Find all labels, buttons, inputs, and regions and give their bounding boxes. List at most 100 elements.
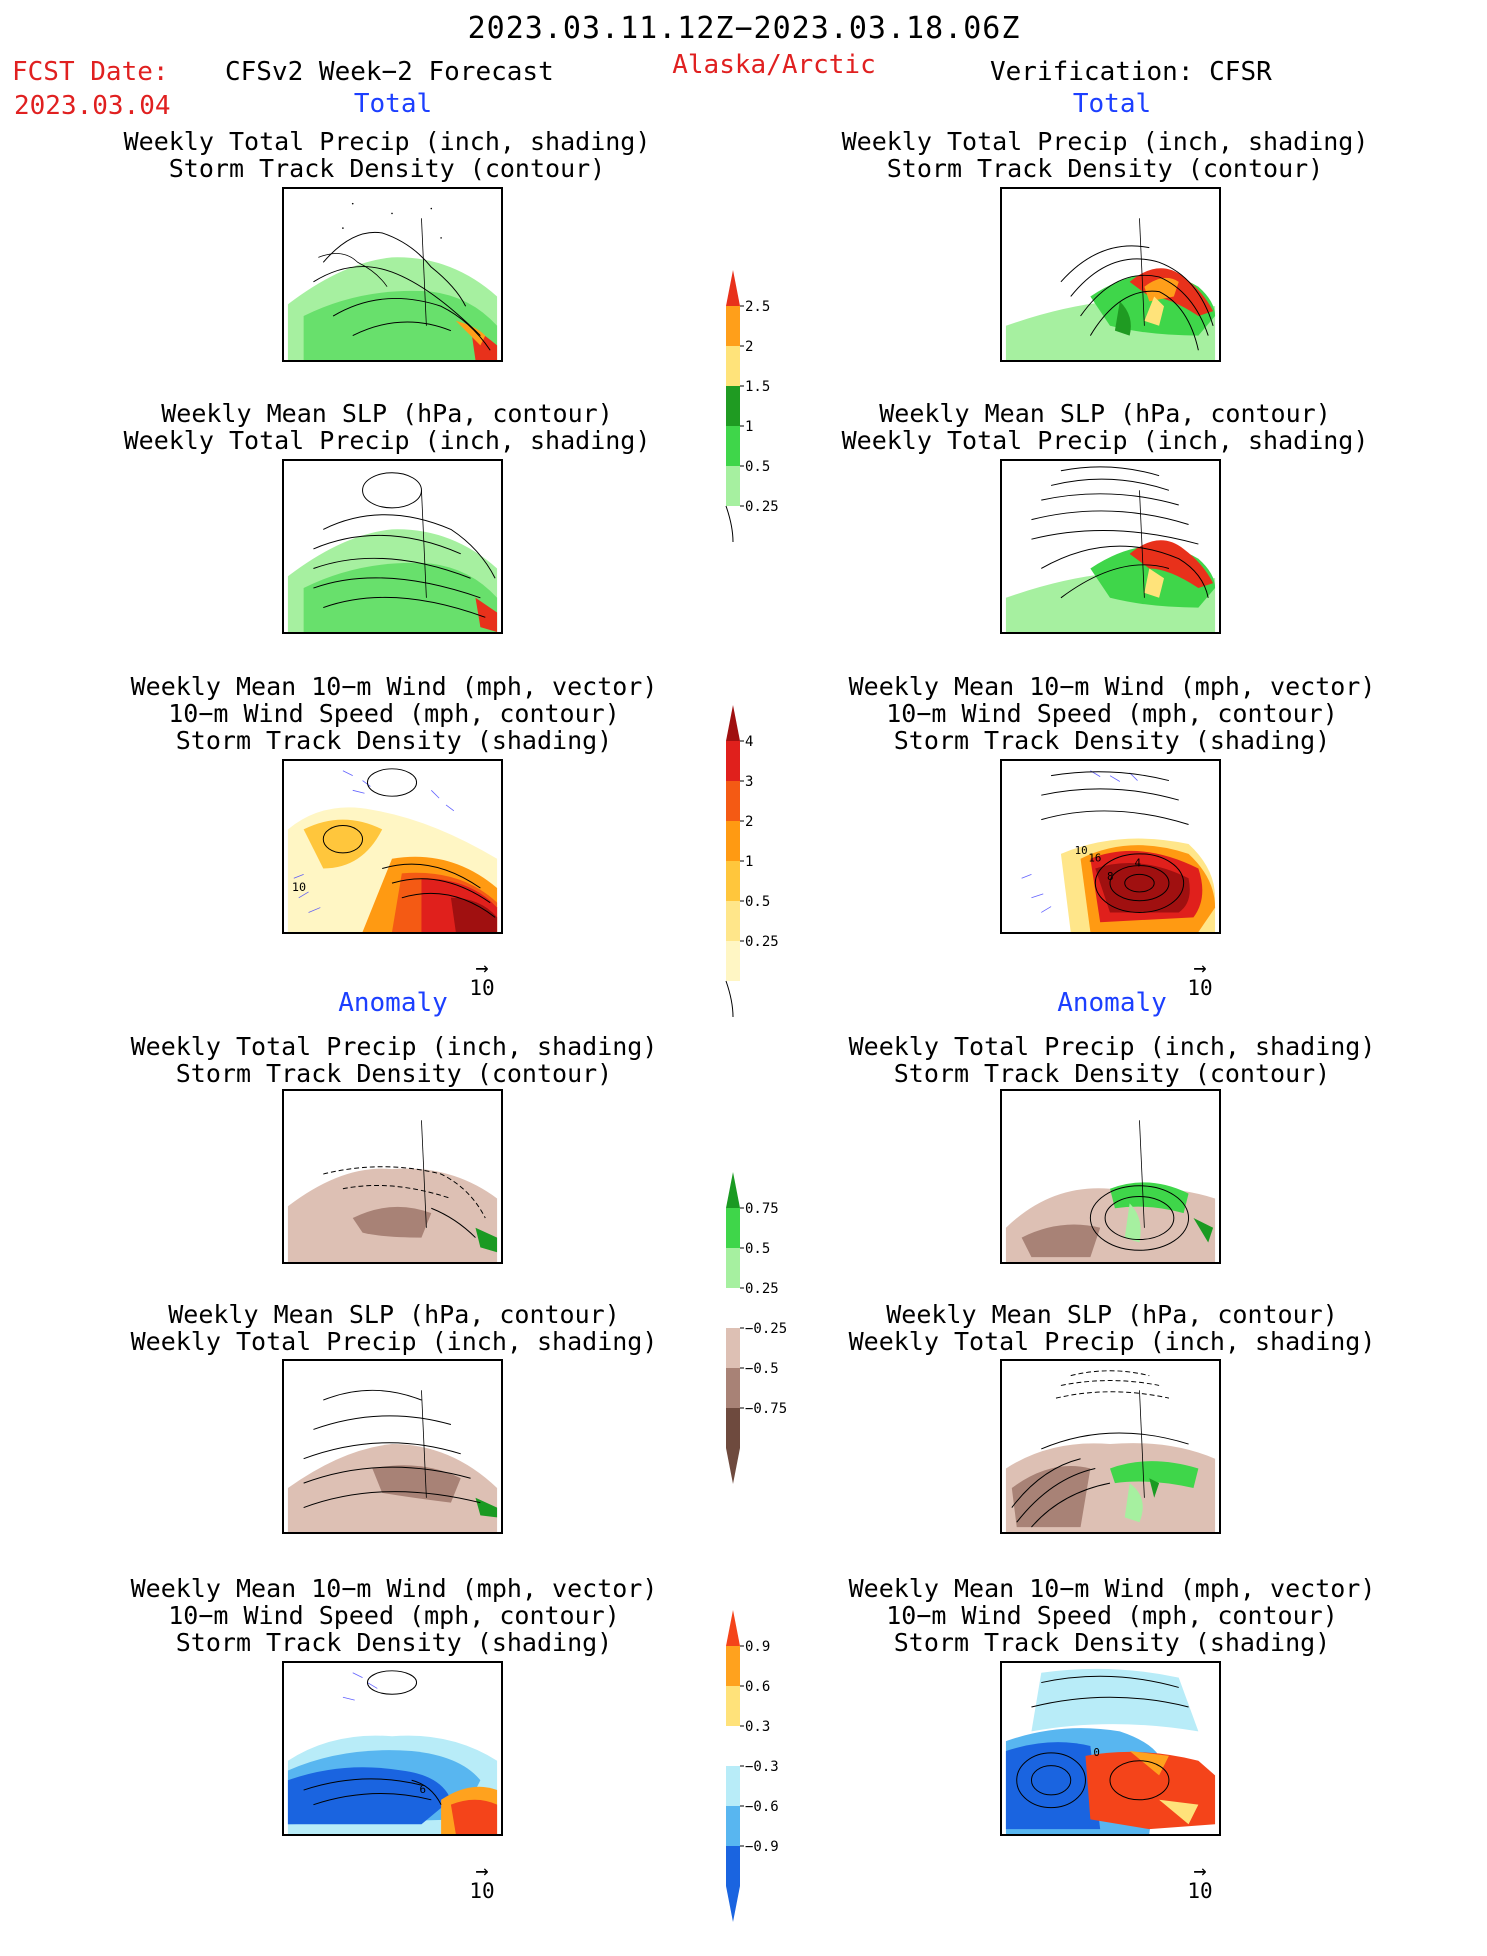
colorbar-segment	[726, 1208, 740, 1248]
map-precip-anomaly-forecast	[282, 1089, 503, 1264]
panel-title-r2-left: Weekly Mean SLP (hPa, contour) Weekly Tot…	[123, 399, 651, 455]
colorbar-segment	[726, 1368, 740, 1408]
colorbar-segment	[726, 466, 740, 506]
colorbar-segment	[726, 941, 740, 981]
panel-title-r5-left: Weekly Mean SLP (hPa, contour) Weekly Tot…	[130, 1300, 658, 1356]
colorbar-label: −0.9	[745, 1839, 779, 1855]
colorbar-label: −0.3	[745, 1759, 779, 1775]
colorbar-label: 0.25	[745, 934, 779, 950]
colorbar-segment	[726, 781, 740, 821]
section-anomaly-right: Anomaly	[1057, 988, 1167, 1018]
valid-period-title: 2023.03.11.12Z−2023.03.18.06Z	[467, 11, 1021, 46]
colorbar-segment	[726, 306, 740, 346]
colorbar-label: 2	[745, 814, 753, 830]
colorbar-segment	[726, 386, 740, 426]
colorbar-label: 1	[745, 419, 753, 435]
panel-title-r6-left: Weekly Mean 10−m Wind (mph, vector) 10−m …	[130, 1574, 658, 1657]
map-precip-total-forecast	[282, 187, 503, 362]
panel-title-r1-left: Weekly Total Precip (inch, shading) Storm…	[123, 127, 651, 183]
colorbar-storm-anomaly: 0.9 0.6 0.3 −0.3 −0.6 −0.9	[726, 1610, 796, 1956]
colorbar-tip	[726, 1172, 740, 1208]
colorbar-segment	[726, 1328, 740, 1368]
colorbar-label: 2	[745, 339, 753, 355]
arrow-right-icon: →	[1193, 956, 1207, 981]
map-slp-anomaly-verification	[1000, 1359, 1221, 1534]
panel-title-r2-right: Weekly Mean SLP (hPa, contour) Weekly Tot…	[841, 399, 1369, 455]
forecast-label: CFSv2 Week−2 Forecast	[225, 57, 554, 87]
contour-label: 6	[420, 1783, 427, 1796]
map-slp-total-forecast	[282, 459, 503, 634]
colorbar-graphic: 0.9 0.6 0.3 −0.3 −0.6 −0.9	[726, 1610, 779, 1922]
colorbar-label: −0.75	[745, 1401, 787, 1417]
colorbar-segment	[726, 1766, 740, 1806]
arrow-right-icon: →	[475, 956, 489, 981]
panel-title-r6-right: Weekly Mean 10−m Wind (mph, vector) 10−m …	[848, 1574, 1376, 1657]
colorbar-precip-anomaly: 0.75 0.5 0.25 −0.25 −0.5 −0.75	[726, 1172, 796, 1518]
arrow-right-icon: →	[1193, 1859, 1207, 1884]
colorbar-label: 0.75	[745, 1201, 779, 1217]
colorbar-tail	[725, 980, 734, 1018]
colorbar-tip	[726, 705, 740, 741]
colorbar-label: 0.3	[745, 1719, 770, 1735]
map-wind-total-forecast: 10	[282, 759, 503, 934]
section-total-left: Total	[353, 89, 433, 119]
colorbar-label: 3	[745, 774, 753, 790]
colorbar-label: 0.5	[745, 894, 770, 910]
contour-label: 0	[1093, 1746, 1100, 1759]
colorbar-graphic: 2.5 2 1.5 1 0.5 0.25	[725, 270, 779, 543]
map-precip-anomaly-verification	[1000, 1089, 1221, 1264]
vector-reference-r6-right: → 10	[1180, 1859, 1220, 1904]
fcst-date-label: FCST Date:	[12, 57, 169, 87]
map-slp-anomaly-forecast	[282, 1359, 503, 1534]
colorbar-segment	[726, 1248, 740, 1288]
colorbar-tail	[726, 1886, 740, 1922]
vector-reference-r6-left: → 10	[462, 1859, 502, 1904]
panel-title-r5-right: Weekly Mean SLP (hPa, contour) Weekly Tot…	[848, 1300, 1376, 1356]
colorbar-segment	[726, 1806, 740, 1846]
colorbar-label: 0.5	[745, 1241, 770, 1257]
region-label: Alaska/Arctic	[672, 50, 876, 80]
arrow-right-icon: →	[475, 1859, 489, 1884]
colorbar-label: 0.25	[745, 1281, 779, 1297]
panel-title-r3-left: Weekly Mean 10−m Wind (mph, vector) 10−m …	[130, 672, 658, 755]
colorbar-tip	[726, 270, 740, 306]
fcst-date-value: 2023.03.04	[14, 91, 171, 121]
panel-title-r3-right: Weekly Mean 10−m Wind (mph, vector) 10−m …	[848, 672, 1376, 755]
colorbar-precip-total: 2.5 2 1.5 1 0.5 0.25	[725, 270, 796, 576]
colorbar-storm-total: 4 3 2 1 0.5 0.25	[725, 705, 796, 1051]
contour-label: 10	[1075, 844, 1088, 857]
colorbar-tail	[725, 505, 734, 543]
contour-label: 8	[1107, 870, 1114, 883]
colorbar-label: 0.9	[745, 1639, 770, 1655]
panel-title-r4-right: Weekly Total Precip (inch, shading) Storm…	[848, 1032, 1376, 1088]
colorbar-graphic: 0.75 0.5 0.25 −0.25 −0.5 −0.75	[726, 1172, 787, 1484]
contour-label: 10	[292, 880, 306, 894]
colorbar-segment	[726, 1646, 740, 1686]
colorbar-segment	[726, 1288, 740, 1328]
colorbar-segment	[726, 426, 740, 466]
colorbar-label: −0.25	[745, 1321, 787, 1337]
colorbar-label: 0.25	[745, 499, 779, 515]
section-anomaly-left: Anomaly	[338, 988, 448, 1018]
section-total-right: Total	[1072, 89, 1152, 119]
map-wind-total-verification: 10 16 8 4	[1000, 759, 1221, 934]
contour-label: 4	[1135, 857, 1142, 870]
colorbar-tip	[726, 1610, 740, 1646]
colorbar-label: 2.5	[745, 299, 770, 315]
colorbar-graphic: 4 3 2 1 0.5 0.25	[725, 705, 779, 1018]
colorbar-segment	[726, 861, 740, 901]
map-wind-anomaly-forecast: 6	[282, 1661, 503, 1836]
map-precip-total-verification	[1000, 187, 1221, 362]
map-slp-total-verification	[1000, 459, 1221, 634]
colorbar-segment	[726, 1408, 740, 1448]
colorbar-label: 1.5	[745, 379, 770, 395]
colorbar-label: 0.6	[745, 1679, 770, 1695]
colorbar-segment	[726, 1726, 740, 1766]
colorbar-segment	[726, 346, 740, 386]
colorbar-label: 0.5	[745, 459, 770, 475]
map-wind-anomaly-verification: 0	[1000, 1661, 1221, 1836]
colorbar-tail	[726, 1448, 740, 1484]
colorbar-segment	[726, 821, 740, 861]
contour-label: 16	[1088, 852, 1101, 865]
colorbar-label: −0.6	[745, 1799, 779, 1815]
